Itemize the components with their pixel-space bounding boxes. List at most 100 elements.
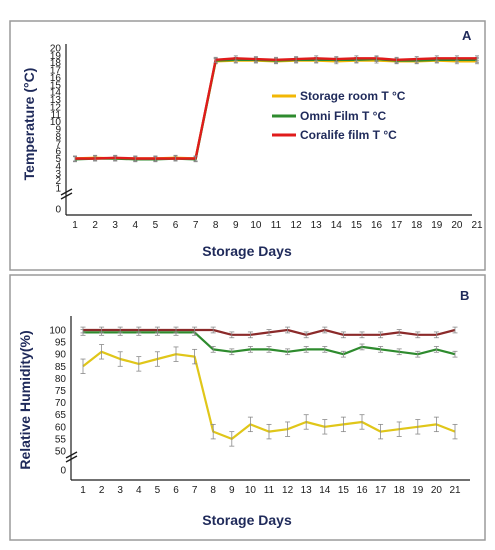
y-tick-label: 1: [55, 184, 61, 195]
x-tick-label: 6: [173, 485, 179, 496]
x-tick-label: 8: [210, 485, 216, 496]
x-tick-label: 1: [80, 485, 86, 496]
x-tick-label: 13: [311, 220, 323, 231]
panel-a-legend: Storage room T °C Omni Film T °C Coralife …: [272, 89, 406, 142]
x-tick-label: 19: [412, 485, 424, 496]
x-tick-label: 20: [431, 485, 443, 496]
panel-a-x-axis-title: Storage Days: [202, 243, 292, 259]
y-tick-label: 85: [55, 362, 67, 373]
x-tick-label: 16: [371, 220, 383, 231]
y-tick-label: 14: [50, 88, 62, 99]
axis-break-mark: [65, 455, 78, 463]
x-tick-label: 4: [136, 485, 142, 496]
panel-b-x-tick-labels: 1 2 3 4 5 6 7 8 9 10 11 12 13 14 15 16 17 18 19 20 21: [80, 485, 461, 496]
x-tick-label: 7: [192, 485, 198, 496]
y-tick-label: 70: [55, 398, 67, 409]
y-tick-label: 95: [55, 338, 67, 349]
x-tick-label: 18: [394, 485, 406, 496]
y-tick-label: 17: [50, 66, 62, 77]
y-tick-label: 80: [55, 374, 67, 385]
x-tick-label: 3: [112, 220, 118, 231]
x-tick-label: 14: [331, 220, 343, 231]
y-tick-label: 60: [55, 422, 67, 433]
y-tick-label: 9: [55, 125, 61, 136]
x-tick-label: 11: [271, 220, 282, 231]
x-tick-label: 1: [72, 220, 78, 231]
x-tick-label: 17: [375, 485, 387, 496]
x-tick-label: 21: [449, 485, 461, 496]
x-tick-label: 12: [291, 220, 303, 231]
x-tick-label: 15: [351, 220, 363, 231]
axis-break-mark: [60, 188, 73, 196]
x-tick-label: 19: [431, 220, 443, 231]
y-tick-label: 75: [55, 386, 67, 397]
y-tick-label: 13: [50, 95, 62, 106]
y-tick-label: 65: [55, 410, 67, 421]
y-tick-label: 20: [50, 44, 62, 55]
x-tick-label: 11: [264, 485, 275, 496]
panel-b-frame: [9, 274, 486, 541]
x-tick-label: 17: [391, 220, 403, 231]
legend-entry: Storage room T °C: [300, 89, 406, 103]
y-tick-label: 3: [55, 169, 61, 180]
panel-b-label: B: [460, 288, 469, 303]
x-tick-label: 12: [282, 485, 294, 496]
panel-a-series: [73, 55, 479, 163]
axis-break-mark: [65, 451, 78, 459]
panel-b-axis-break: [65, 451, 78, 463]
y-tick-label: 15: [50, 80, 62, 91]
x-tick-label: 2: [99, 485, 105, 496]
y-tick-label: 19: [50, 51, 62, 62]
x-tick-label: 13: [301, 485, 313, 496]
x-tick-label: 8: [213, 220, 219, 231]
y-tick-label: 4: [55, 161, 61, 172]
y-tick-label: 12: [50, 102, 62, 113]
x-tick-label: 15: [338, 485, 350, 496]
y-tick-label: 11: [51, 110, 62, 121]
panel-a-y-axis-title: Temperature (°C): [21, 68, 37, 181]
y-tick-label: 2: [55, 176, 61, 187]
x-tick-label: 3: [117, 485, 123, 496]
x-tick-label: 7: [193, 220, 199, 231]
panel-a-temperature-chart: A Temperature (°C) Storage Days 20191817…: [9, 20, 486, 271]
y-tick-label: 7: [55, 139, 61, 150]
y-tick-label: 6: [55, 147, 61, 158]
panel-b-humidity-chart: B Relative Humidity(%) Storage Days 1009…: [9, 274, 486, 541]
y-tick-label: 90: [55, 350, 67, 361]
y-tick-label: 5: [55, 154, 61, 165]
x-tick-label: 5: [153, 220, 159, 231]
legend-entry: Coralife film T °C: [300, 128, 397, 142]
y-tick-label: 8: [55, 132, 61, 143]
panel-a-label: A: [462, 28, 472, 43]
x-tick-label: 9: [229, 485, 235, 496]
y-tick-label: 55: [55, 434, 67, 445]
x-tick-label: 9: [233, 220, 239, 231]
panel-a-axis-break: [60, 188, 73, 200]
x-tick-label: 2: [92, 220, 98, 231]
y-tick-label: 0: [55, 205, 61, 216]
x-tick-label: 16: [356, 485, 368, 496]
x-tick-label: 10: [245, 485, 257, 496]
x-tick-label: 18: [411, 220, 423, 231]
panel-b-y-axis-title: Relative Humidity(%): [17, 330, 33, 469]
x-tick-label: 10: [250, 220, 262, 231]
axis-break-mark: [60, 192, 73, 200]
x-tick-label: 6: [173, 220, 179, 231]
panel-a-x-tick-labels: 1 2 3 4 5 6 7 8 9 10 11 12 13 14 15 16 17 18 19 20 21: [72, 220, 483, 231]
y-tick-label: 18: [50, 58, 62, 69]
panel-b-x-axis-title: Storage Days: [202, 512, 292, 528]
x-tick-label: 5: [155, 485, 161, 496]
y-tick-label: 0: [60, 466, 66, 477]
x-tick-label: 21: [471, 220, 483, 231]
y-tick-label: 10: [50, 117, 62, 128]
y-tick-label: 100: [49, 326, 66, 337]
y-tick-label: 16: [50, 73, 62, 84]
x-tick-label: 20: [451, 220, 463, 231]
x-tick-label: 14: [319, 485, 331, 496]
y-tick-label: 50: [55, 447, 67, 458]
x-tick-label: 4: [133, 220, 139, 231]
legend-entry: Omni Film T °C: [300, 109, 386, 123]
